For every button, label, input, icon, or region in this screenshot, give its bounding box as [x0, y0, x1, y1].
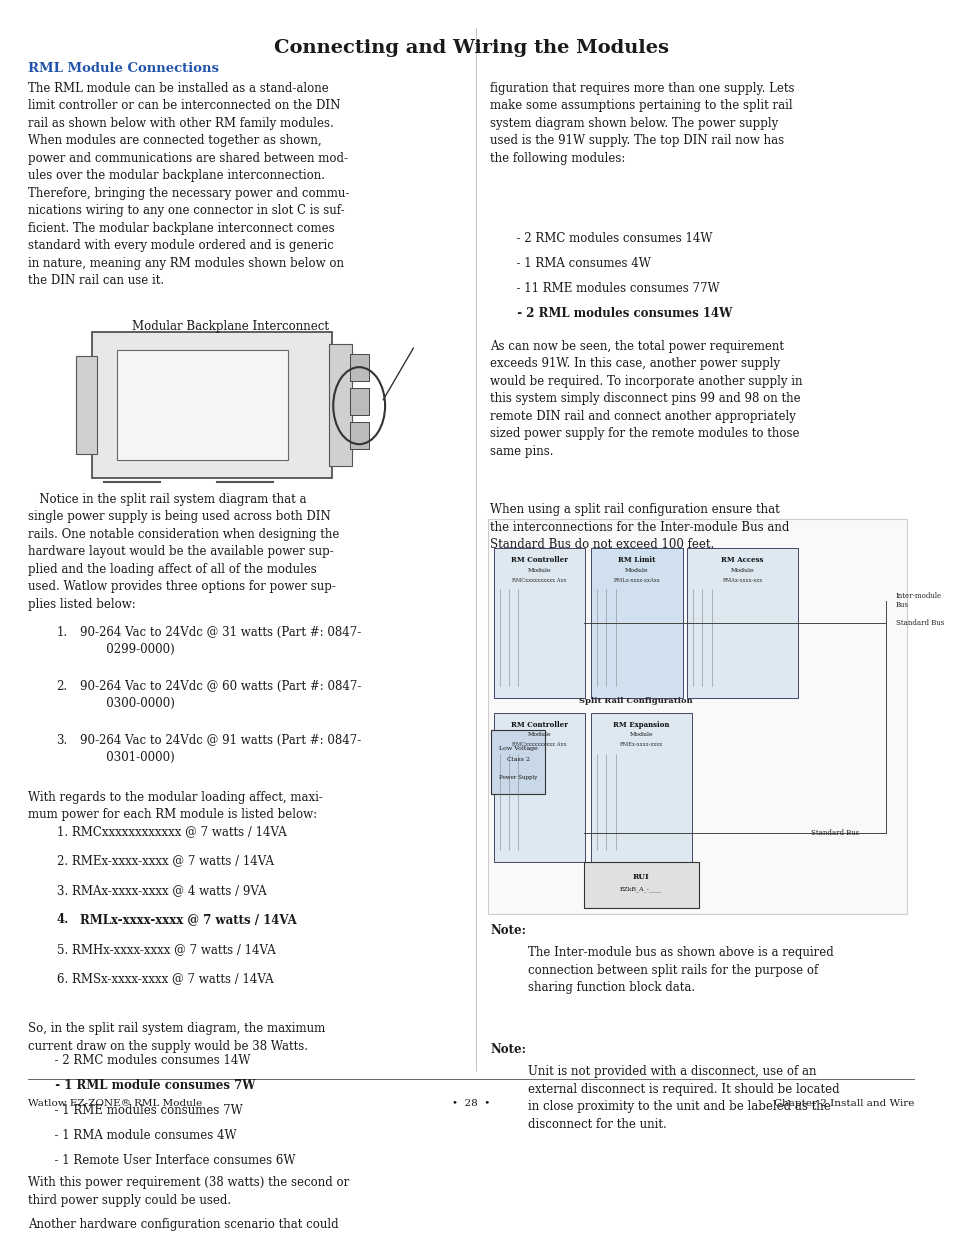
Text: Another hardware configuration scenario that could
present itself (graphic not s: Another hardware configuration scenario …: [29, 1218, 338, 1235]
Text: Chapter 2 Install and Wire: Chapter 2 Install and Wire: [773, 1099, 914, 1108]
FancyBboxPatch shape: [76, 356, 97, 454]
Text: Modular Backplane Interconnect: Modular Backplane Interconnect: [132, 320, 329, 332]
Text: Module: Module: [527, 732, 551, 737]
Text: - 2 RMC modules consumes 14W: - 2 RMC modules consumes 14W: [47, 1053, 251, 1067]
FancyBboxPatch shape: [491, 730, 544, 794]
Text: Watlow EZ-ZONE® RML Module: Watlow EZ-ZONE® RML Module: [29, 1099, 202, 1108]
Text: The RML module can be installed as a stand-alone
limit controller or can be inte: The RML module can be installed as a sta…: [29, 82, 350, 287]
Text: Connecting and Wiring the Modules: Connecting and Wiring the Modules: [274, 38, 668, 57]
Text: Inter-module
Bus: Inter-module Bus: [895, 592, 941, 609]
FancyBboxPatch shape: [591, 713, 691, 862]
Text: 6. RMSx-xxxx-xxxx @ 7 watts / 14VA: 6. RMSx-xxxx-xxxx @ 7 watts / 14VA: [56, 972, 273, 986]
FancyBboxPatch shape: [350, 388, 368, 415]
Text: Module: Module: [730, 568, 754, 573]
FancyBboxPatch shape: [494, 713, 585, 862]
Text: - 2 RMC modules consumes 14W: - 2 RMC modules consumes 14W: [509, 232, 712, 246]
Text: - 2 RML modules consumes 14W: - 2 RML modules consumes 14W: [509, 308, 732, 320]
Text: 4.: 4.: [56, 914, 69, 926]
Text: With this power requirement (38 watts) the second or
third power supply could be: With this power requirement (38 watts) t…: [29, 1176, 349, 1207]
Text: 90-264 Vac to 24Vdc @ 31 watts (Part #: 0847-
       0299-0000): 90-264 Vac to 24Vdc @ 31 watts (Part #: …: [80, 625, 361, 656]
Text: 2.: 2.: [56, 680, 68, 693]
Text: RM Limit: RM Limit: [618, 557, 655, 564]
Text: RML Module Connections: RML Module Connections: [29, 62, 219, 75]
FancyBboxPatch shape: [494, 548, 585, 698]
Text: - 1 RME modules consumes 7W: - 1 RME modules consumes 7W: [47, 1104, 243, 1116]
Text: RM Controller: RM Controller: [511, 721, 568, 729]
FancyBboxPatch shape: [488, 519, 906, 914]
Text: RM Controller: RM Controller: [511, 557, 568, 564]
FancyBboxPatch shape: [92, 332, 332, 478]
Text: So, in the split rail system diagram, the maximum
current draw on the supply wou: So, in the split rail system diagram, th…: [29, 1023, 325, 1052]
FancyBboxPatch shape: [686, 548, 797, 698]
Text: RM Access: RM Access: [720, 557, 762, 564]
Text: The Inter-module bus as shown above is a required
connection between split rails: The Inter-module bus as shown above is a…: [527, 946, 833, 994]
Text: 5. RMHx-xxxx-xxxx @ 7 watts / 14VA: 5. RMHx-xxxx-xxxx @ 7 watts / 14VA: [56, 942, 275, 956]
Text: 90-264 Vac to 24Vdc @ 60 watts (Part #: 0847-
       0300-0000): 90-264 Vac to 24Vdc @ 60 watts (Part #: …: [80, 680, 361, 710]
Text: RMCxxxxxxxxxx Axx: RMCxxxxxxxxxx Axx: [512, 742, 566, 747]
FancyBboxPatch shape: [329, 345, 352, 466]
Text: 1.: 1.: [56, 625, 68, 638]
Text: RMLx-xxxx-xxxx @ 7 watts / 14VA: RMLx-xxxx-xxxx @ 7 watts / 14VA: [80, 914, 296, 926]
Text: RUI: RUI: [632, 873, 649, 881]
Text: Standard Bus: Standard Bus: [895, 619, 943, 627]
Text: 90-264 Vac to 24Vdc @ 91 watts (Part #: 0847-
       0301-0000): 90-264 Vac to 24Vdc @ 91 watts (Part #: …: [80, 735, 361, 764]
Text: Module: Module: [629, 732, 653, 737]
Text: RMAx-xxxx-xxx: RMAx-xxxx-xxx: [721, 578, 761, 583]
FancyBboxPatch shape: [350, 353, 368, 380]
Text: Low Voltage: Low Voltage: [498, 746, 537, 751]
Text: Unit is not provided with a disconnect, use of an
external disconnect is require: Unit is not provided with a disconnect, …: [527, 1066, 839, 1131]
Text: •  28  •: • 28 •: [452, 1099, 490, 1108]
Text: Notice in the split rail system diagram that a
single power supply is being used: Notice in the split rail system diagram …: [29, 493, 339, 611]
FancyBboxPatch shape: [350, 421, 368, 448]
Text: 1. RMCxxxxxxxxxxxx @ 7 watts / 14VA: 1. RMCxxxxxxxxxxxx @ 7 watts / 14VA: [56, 825, 286, 839]
Text: - 1 RMA consumes 4W: - 1 RMA consumes 4W: [509, 257, 650, 270]
Text: With regards to the modular loading affect, maxi-
mum power for each RM module i: With regards to the modular loading affe…: [29, 790, 323, 821]
FancyBboxPatch shape: [591, 548, 681, 698]
Text: RM Expansion: RM Expansion: [613, 721, 669, 729]
FancyBboxPatch shape: [583, 862, 698, 908]
Text: - 11 RME modules consumes 77W: - 11 RME modules consumes 77W: [509, 282, 719, 295]
Text: - 1 RMA module consumes 4W: - 1 RMA module consumes 4W: [47, 1129, 236, 1141]
Text: Split Rail Configuration: Split Rail Configuration: [578, 697, 693, 705]
Text: When using a split rail configuration ensure that
the interconnections for the I: When using a split rail configuration en…: [490, 503, 789, 551]
Text: Class 2: Class 2: [506, 757, 530, 762]
Text: As can now be seen, the total power requirement
exceeds 91W. In this case, anoth: As can now be seen, the total power requ…: [490, 340, 801, 458]
Text: RMCxxxxxxxxxx Axx: RMCxxxxxxxxxx Axx: [512, 578, 566, 583]
Text: - 1 RML module consumes 7W: - 1 RML module consumes 7W: [47, 1079, 255, 1092]
Text: Note:: Note:: [490, 924, 526, 936]
Text: 3. RMAx-xxxx-xxxx @ 4 watts / 9VA: 3. RMAx-xxxx-xxxx @ 4 watts / 9VA: [56, 884, 266, 897]
FancyBboxPatch shape: [117, 351, 288, 461]
Text: Power Supply: Power Supply: [498, 776, 537, 781]
Text: RMEx-xxxx-xxxx: RMEx-xxxx-xxxx: [619, 742, 662, 747]
Text: EZkB_A_-____: EZkB_A_-____: [619, 887, 661, 892]
Text: Standard Bus: Standard Bus: [810, 829, 858, 837]
Text: Note:: Note:: [490, 1042, 526, 1056]
Text: - 1 Remote User Interface consumes 6W: - 1 Remote User Interface consumes 6W: [47, 1153, 295, 1167]
Text: 2. RMEx-xxxx-xxxx @ 7 watts / 14VA: 2. RMEx-xxxx-xxxx @ 7 watts / 14VA: [56, 855, 274, 867]
Text: Module: Module: [527, 568, 551, 573]
Text: RMLx-xxxx-xxAxx: RMLx-xxxx-xxAxx: [613, 578, 659, 583]
Text: Module: Module: [624, 568, 648, 573]
Text: 3.: 3.: [56, 735, 68, 747]
Text: figuration that requires more than one supply. Lets
make some assumptions pertai: figuration that requires more than one s…: [490, 82, 794, 164]
